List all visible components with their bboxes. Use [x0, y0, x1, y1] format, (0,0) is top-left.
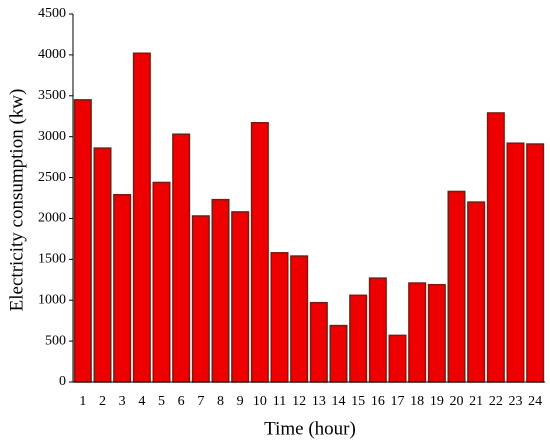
- x-tick-label: 15: [351, 394, 365, 409]
- x-tick-label: 13: [312, 394, 326, 409]
- x-tick-label: 5: [158, 394, 165, 409]
- y-tick-label: 2500: [38, 170, 66, 185]
- x-tick-label: 8: [217, 394, 224, 409]
- bar: [427, 283, 446, 383]
- bar: [467, 201, 486, 383]
- x-tick-label: 20: [450, 394, 464, 409]
- bar: [172, 133, 191, 383]
- x-tick-label: 22: [489, 394, 503, 409]
- x-tick-label: 9: [237, 394, 244, 409]
- y-tick-label: 2000: [38, 211, 66, 226]
- y-tick-label: 1500: [38, 252, 66, 267]
- y-axis-title: Electricity consumption (kw): [6, 89, 27, 312]
- bar: [132, 52, 151, 383]
- x-tick-label: 4: [138, 394, 145, 409]
- bar: [486, 112, 505, 383]
- bar: [290, 255, 309, 383]
- y-tick-label: 1000: [38, 292, 66, 307]
- x-tick-label: 2: [99, 394, 106, 409]
- bar: [368, 277, 387, 383]
- bar: [152, 181, 171, 383]
- x-tick-label: 18: [410, 394, 424, 409]
- x-tick-label: 10: [253, 394, 267, 409]
- y-tick-label: 4500: [38, 6, 66, 21]
- x-tick-label: 3: [119, 394, 126, 409]
- bar: [309, 301, 328, 383]
- x-tick-label: 7: [197, 394, 204, 409]
- bar: [349, 294, 368, 383]
- y-tick-label: 3500: [38, 88, 66, 103]
- bar: [113, 193, 132, 383]
- bar: [191, 215, 210, 383]
- bar: [408, 282, 427, 383]
- x-axis-title: Time (hour): [264, 418, 356, 439]
- x-tick-label: 23: [509, 394, 523, 409]
- bar: [329, 324, 348, 383]
- x-tick-label: 12: [292, 394, 306, 409]
- bar: [211, 198, 230, 383]
- x-tick-label: 1: [79, 394, 86, 409]
- bar: [447, 190, 466, 383]
- x-tick-label: 14: [332, 394, 346, 409]
- x-tick-label: 6: [178, 394, 185, 409]
- bar: [250, 122, 269, 383]
- bar: [73, 99, 92, 383]
- bar: [231, 211, 250, 383]
- x-tick-label: 11: [273, 394, 286, 409]
- x-tick-label: 21: [469, 394, 483, 409]
- bar: [506, 142, 525, 383]
- bar: [270, 252, 289, 383]
- y-tick-label: 4000: [38, 47, 66, 62]
- bar: [93, 147, 112, 383]
- y-tick-label: 500: [45, 333, 66, 348]
- x-tick-label: 24: [528, 394, 542, 409]
- x-tick-label: 19: [430, 394, 444, 409]
- bar: [526, 143, 545, 383]
- bar: [388, 334, 407, 383]
- y-tick-label: 0: [59, 374, 66, 389]
- y-tick-label: 3000: [38, 129, 66, 144]
- x-tick-label: 17: [391, 394, 405, 409]
- x-tick-label: 16: [371, 394, 385, 409]
